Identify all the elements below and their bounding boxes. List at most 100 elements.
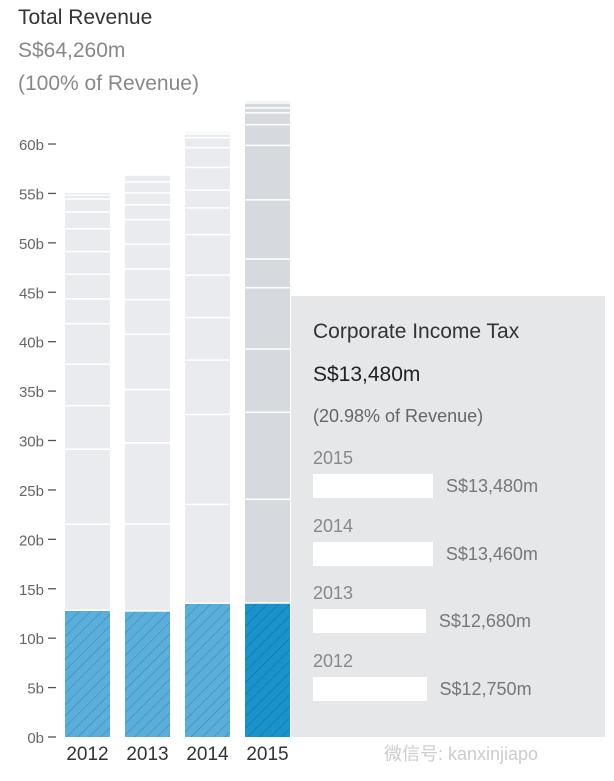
bar-segment <box>125 269 170 299</box>
bar-segment <box>185 190 230 208</box>
bar-segment <box>245 101 290 103</box>
y-tick-label: 30b <box>19 434 44 451</box>
bar-segment <box>185 235 230 275</box>
tooltip-row-amount: S$12,680m <box>438 611 531 631</box>
bar-segment <box>65 229 110 251</box>
hatch-overlay <box>125 611 170 737</box>
bar-segment <box>65 324 110 364</box>
bar-segment <box>185 148 230 167</box>
y-tick-label: 15b <box>19 582 44 599</box>
tooltip-row-year: 2015 <box>313 448 354 468</box>
x-tick-label: 2013 <box>126 744 168 765</box>
y-tick-label: 45b <box>19 285 44 302</box>
bar-segment <box>125 245 170 269</box>
y-tick-label: 25b <box>19 483 44 500</box>
tooltip-row-bar <box>313 541 433 566</box>
tooltip-row-2013: 2013 S$12,680m <box>313 583 603 643</box>
x-tick-label: 2015 <box>246 744 288 765</box>
y-tick-label: 40b <box>19 335 44 352</box>
bar-segment <box>65 192 110 195</box>
bar-segment <box>245 259 290 288</box>
bar-segment <box>245 146 290 200</box>
tooltip-row-year: 2014 <box>313 515 354 536</box>
y-tick-label: 60b <box>19 137 44 154</box>
bar-segment <box>65 299 110 323</box>
bar-segment <box>65 199 110 212</box>
bar-segment <box>245 200 290 259</box>
tooltip-row-2012: 2012 S$12,750m <box>313 651 603 711</box>
tooltip-share: (20.98% of Revenue) <box>313 406 484 426</box>
bar-segment <box>245 125 290 145</box>
bar-2015[interactable] <box>245 101 290 737</box>
tooltip-row-year: 2013 <box>313 583 354 603</box>
total-share: (100% of Revenue) <box>18 72 199 95</box>
bar-segment <box>185 275 230 317</box>
bar-segment <box>185 208 230 234</box>
bar-2012[interactable] <box>65 192 110 737</box>
tooltip-row-2014: 2014 S$13,460m <box>313 516 603 576</box>
bar-segment <box>65 252 110 274</box>
bar-segment <box>125 220 170 244</box>
bar-segment <box>245 108 290 113</box>
tooltip: Corporate Income Tax S$13,480m (20.98% o… <box>291 296 605 737</box>
bar-segment <box>185 132 230 134</box>
tooltip-row-amount: S$13,480m <box>446 476 539 496</box>
tooltip-row-amount: S$13,460m <box>445 543 538 564</box>
bar-segment <box>185 138 230 147</box>
hatch-overlay <box>65 610 110 737</box>
bar-segment <box>245 288 290 349</box>
bar-2013[interactable] <box>125 175 170 737</box>
bar-segment <box>125 175 170 182</box>
bar-segment <box>125 205 170 219</box>
x-tick-label: 2014 <box>186 744 229 765</box>
bar-segment <box>65 525 110 610</box>
tooltip-row-amount: S$12,750m <box>439 678 532 699</box>
tooltip-title: Corporate Income Tax <box>313 320 520 343</box>
bar-segment <box>125 443 170 524</box>
y-tick-label: 50b <box>19 236 44 253</box>
bar-segment <box>125 390 170 443</box>
y-tick-label: 20b <box>19 532 44 549</box>
bar-segment <box>245 113 290 124</box>
bar-segment <box>125 300 170 334</box>
bar-segment <box>185 415 230 504</box>
x-tick-label: 2012 <box>66 744 108 765</box>
y-tick-label: 35b <box>19 384 44 401</box>
bar-2014[interactable] <box>185 132 230 737</box>
bar-segment <box>65 364 110 405</box>
total-value: S$64,260m <box>18 39 126 62</box>
chart-title: Total Revenue <box>18 6 153 29</box>
hatch-overlay <box>185 603 230 737</box>
bar-segment <box>65 274 110 299</box>
y-tick-label: 5b <box>27 681 44 698</box>
bar-segment <box>65 212 110 229</box>
bar-segment <box>65 406 110 449</box>
bar-segment <box>65 449 110 524</box>
bar-segment <box>245 500 290 603</box>
hatch-overlay <box>245 603 290 737</box>
bar-segment <box>65 195 110 199</box>
tooltip-row-bar <box>313 676 427 701</box>
bar-segment <box>125 182 170 193</box>
y-tick-label: 0b <box>27 730 44 747</box>
bar-segment <box>245 103 290 108</box>
bar-segment <box>185 360 230 414</box>
tooltip-row-bar <box>313 609 426 633</box>
bar-segment <box>125 334 170 389</box>
watermark: 微信号: kanxinjiapo <box>384 744 539 764</box>
bar-segment <box>245 413 290 499</box>
bar-segment <box>185 168 230 190</box>
bar-segment <box>185 505 230 603</box>
y-tick-label: 55b <box>19 186 44 203</box>
bar-segment <box>185 318 230 360</box>
tooltip-row-year: 2012 <box>313 650 354 671</box>
y-tick-label: 10b <box>19 631 44 648</box>
tooltip-value: S$13,480m <box>313 363 421 386</box>
tooltip-row-2015: 2015 S$13,480m <box>313 448 603 508</box>
bar-segment <box>185 134 230 137</box>
bar-segment <box>125 524 170 611</box>
bar-segment <box>125 193 170 204</box>
tooltip-row-bar <box>313 474 433 498</box>
bar-segment <box>245 349 290 412</box>
